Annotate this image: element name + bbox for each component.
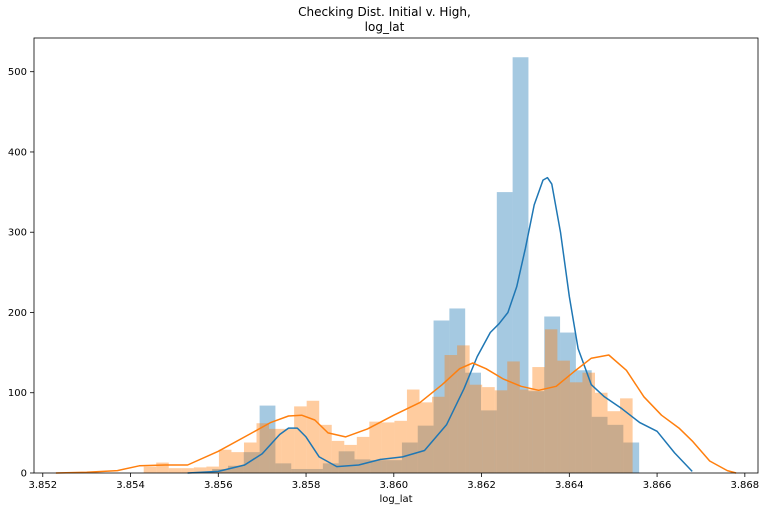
x-tick-label: 3.866 xyxy=(643,480,672,491)
hist-bar-orange-4 xyxy=(193,467,207,473)
hist-bar-blue-25 xyxy=(591,416,608,473)
x-tick-label: 3.852 xyxy=(28,480,57,491)
hist-bar-orange-22 xyxy=(419,402,433,473)
chart-title-line-2: log_lat xyxy=(364,20,405,34)
y-tick-label: 500 xyxy=(8,67,27,78)
hist-bar-orange-14 xyxy=(319,424,332,473)
hist-bar-orange-31 xyxy=(532,367,545,473)
hist-bar-orange-27 xyxy=(482,387,495,473)
hist-bar-orange-30 xyxy=(519,389,533,473)
hist-bar-orange-9 xyxy=(256,423,270,473)
hist-bar-orange-29 xyxy=(507,361,520,473)
y-tick-label: 200 xyxy=(8,308,27,319)
hist-bar-blue-13 xyxy=(401,442,418,473)
hist-bar-orange-10 xyxy=(269,428,282,473)
hist-bar-blue-9 xyxy=(338,451,355,473)
x-axis-label: log_lat xyxy=(379,494,412,505)
hist-bar-blue-24 xyxy=(575,370,592,473)
hist-bar-orange-17 xyxy=(356,436,370,473)
hist-bar-orange-32 xyxy=(544,329,558,473)
hist-bar-orange-21 xyxy=(406,389,420,473)
kde-line-orange xyxy=(55,354,737,474)
hist-bar-orange-8 xyxy=(243,442,257,473)
hist-bar-orange-19 xyxy=(381,422,395,473)
hist-bar-blue-26 xyxy=(607,424,624,473)
hist-bar-orange-0 xyxy=(143,466,157,473)
hist-bar-orange-5 xyxy=(206,466,219,473)
hist-bar-blue-12 xyxy=(386,460,402,473)
x-tick-label: 3.862 xyxy=(467,480,496,491)
hist-bar-orange-13 xyxy=(306,400,320,473)
hist-bar-blue-8 xyxy=(322,463,339,473)
y-tick-label: 400 xyxy=(8,147,27,158)
x-tick-label: 3.860 xyxy=(379,480,408,491)
hist-bar-blue-18 xyxy=(481,410,497,473)
hist-bar-orange-16 xyxy=(344,444,357,473)
hist-bar-blue-21 xyxy=(528,391,545,473)
hist-bar-blue-23 xyxy=(560,332,576,473)
histogram-bars xyxy=(143,57,640,473)
hist-bar-orange-38 xyxy=(620,398,633,473)
hist-bar-orange-37 xyxy=(607,411,621,473)
hist-bar-orange-12 xyxy=(294,406,307,473)
kde-line-blue xyxy=(187,176,693,474)
hist-bar-blue-6 xyxy=(291,468,308,473)
hist-bar-blue-27 xyxy=(623,442,640,473)
hist-bar-orange-35 xyxy=(582,372,595,473)
hist-bar-orange-3 xyxy=(181,468,194,473)
hist-bar-blue-19 xyxy=(496,192,513,473)
hist-bar-orange-2 xyxy=(168,468,182,473)
hist-bar-blue-5 xyxy=(275,463,292,473)
y-tick-label: 300 xyxy=(8,228,27,239)
hist-bar-blue-7 xyxy=(307,468,323,473)
y-tick-label: 100 xyxy=(8,388,27,399)
hist-bar-orange-36 xyxy=(594,392,608,473)
hist-bar-orange-15 xyxy=(331,440,345,473)
x-tick-label: 3.858 xyxy=(292,480,321,491)
hist-bar-blue-22 xyxy=(544,316,561,473)
hist-bar-orange-6 xyxy=(218,449,232,473)
x-tick-label: 3.864 xyxy=(555,480,584,491)
hist-bar-blue-11 xyxy=(370,460,387,473)
hist-bar-orange-28 xyxy=(494,390,508,473)
kde-lines xyxy=(55,176,737,474)
x-tick-label: 3.856 xyxy=(204,480,233,491)
hist-bar-blue-16 xyxy=(449,308,466,473)
chart-title-line-1: Checking Dist. Initial v. High, xyxy=(298,5,471,19)
hist-bar-orange-11 xyxy=(281,428,295,473)
hist-bar-orange-7 xyxy=(231,452,244,473)
axes-frame xyxy=(33,37,759,474)
hist-bar-orange-25 xyxy=(457,345,470,473)
hist-bar-orange-34 xyxy=(569,382,583,473)
hist-bar-orange-1 xyxy=(156,462,169,473)
hist-bar-blue-20 xyxy=(512,57,529,473)
hist-bar-orange-24 xyxy=(444,355,458,473)
hist-bar-orange-18 xyxy=(369,421,382,473)
hist-bar-orange-33 xyxy=(557,360,570,473)
hist-bar-orange-20 xyxy=(394,420,407,473)
hist-bar-blue-17 xyxy=(465,372,482,473)
hist-bar-orange-26 xyxy=(469,384,483,473)
x-tick-label: 3.854 xyxy=(116,480,145,491)
x-tick-label: 3.868 xyxy=(731,480,760,491)
hist-bar-blue-2 xyxy=(227,465,244,473)
y-tick-label: 0 xyxy=(21,469,27,480)
axes: 3.852 3.854 3.856 3.858 3.860 3.862 3.864 3.866… xyxy=(8,37,760,491)
